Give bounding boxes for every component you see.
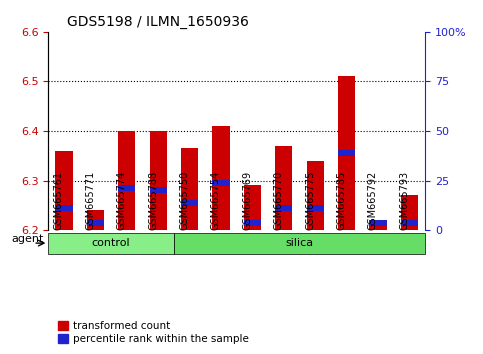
Text: agent: agent <box>11 234 43 244</box>
Text: GSM665761: GSM665761 <box>54 171 64 230</box>
Text: GSM665785: GSM665785 <box>337 171 347 230</box>
Text: GDS5198 / ILMN_1650936: GDS5198 / ILMN_1650936 <box>67 16 249 29</box>
Bar <box>244 185 261 230</box>
Bar <box>150 188 167 193</box>
Bar <box>338 150 355 156</box>
Bar <box>369 220 386 230</box>
Bar <box>213 126 229 230</box>
Bar <box>181 200 198 206</box>
Text: GSM665793: GSM665793 <box>399 171 410 230</box>
Bar <box>244 220 261 225</box>
Text: GSM665774: GSM665774 <box>117 171 127 230</box>
Bar <box>181 148 198 230</box>
Bar <box>307 161 324 230</box>
Bar <box>87 220 104 225</box>
Bar <box>307 205 324 211</box>
Bar <box>56 205 72 211</box>
Bar <box>213 180 229 186</box>
Text: GSM665788: GSM665788 <box>148 171 158 230</box>
Text: control: control <box>92 238 130 248</box>
Text: GSM665771: GSM665771 <box>85 171 96 230</box>
Legend: transformed count, percentile rank within the sample: transformed count, percentile rank withi… <box>54 317 254 348</box>
Bar <box>369 220 386 225</box>
Text: GSM665770: GSM665770 <box>274 171 284 230</box>
Bar <box>401 195 418 230</box>
Bar <box>401 220 418 225</box>
Text: GSM665750: GSM665750 <box>180 171 189 230</box>
Text: GSM665792: GSM665792 <box>368 171 378 230</box>
Text: GSM665754: GSM665754 <box>211 171 221 230</box>
Bar <box>275 205 292 211</box>
FancyBboxPatch shape <box>48 233 174 253</box>
Bar <box>118 131 135 230</box>
Bar <box>118 185 135 191</box>
Bar <box>56 151 72 230</box>
FancyBboxPatch shape <box>174 233 425 253</box>
Bar <box>150 131 167 230</box>
Text: GSM665769: GSM665769 <box>242 171 253 230</box>
Bar <box>338 76 355 230</box>
Text: silica: silica <box>285 238 313 248</box>
Text: GSM665775: GSM665775 <box>305 171 315 230</box>
Bar <box>87 210 104 230</box>
Bar <box>275 146 292 230</box>
